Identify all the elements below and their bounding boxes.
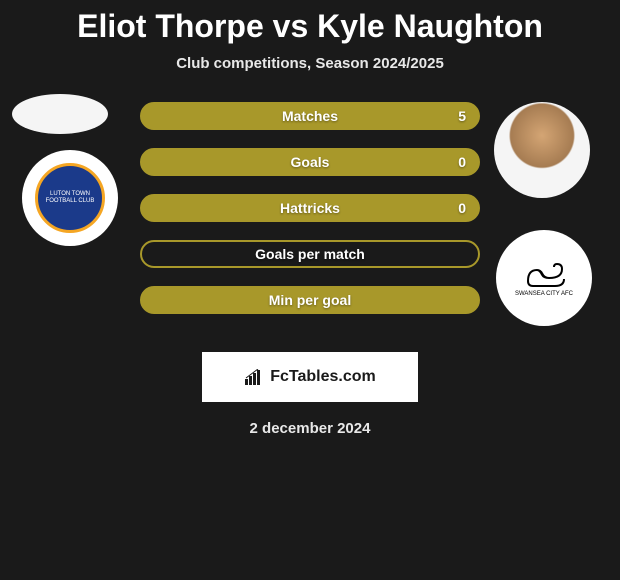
swansea-crest: SWANSEA CITY AFC [509,243,579,313]
player-avatar-right [494,102,590,198]
swan-icon [519,259,569,289]
swansea-crest-text: SWANSEA CITY AFC [515,291,573,297]
stat-bars: Matches 5 Goals 0 Hattricks 0 Goals per … [140,102,480,332]
date: 2 december 2024 [0,420,620,437]
stat-value: 5 [458,108,466,124]
brand-logo: FcTables.com [202,352,418,402]
stat-bar-matches: Matches 5 [140,102,480,130]
stat-bar-goals-per-match: Goals per match [140,240,480,268]
stat-label: Goals [291,154,330,170]
stat-label: Matches [282,108,338,124]
brand-text: FcTables.com [270,368,376,386]
stat-value: 0 [458,154,466,170]
stat-label: Hattricks [280,200,340,216]
subtitle: Club competitions, Season 2024/2025 [0,55,620,72]
luton-crest-text: LUTON TOWN FOOTBALL CLUB [38,191,102,205]
club-badge-left: LUTON TOWN FOOTBALL CLUB [22,150,118,246]
player-avatar-left [12,94,108,134]
stat-bar-min-per-goal: Min per goal [140,286,480,314]
stat-label: Min per goal [269,292,351,308]
comparison-area: LUTON TOWN FOOTBALL CLUB SWANSEA CITY AF… [0,102,620,352]
luton-crest: LUTON TOWN FOOTBALL CLUB [35,163,105,233]
stat-bar-hattricks: Hattricks 0 [140,194,480,222]
bars-icon [244,369,264,385]
stat-label: Goals per match [255,246,365,262]
page-title: Eliot Thorpe vs Kyle Naughton [0,0,620,45]
stat-value: 0 [458,200,466,216]
stat-bar-goals: Goals 0 [140,148,480,176]
club-badge-right: SWANSEA CITY AFC [496,230,592,326]
